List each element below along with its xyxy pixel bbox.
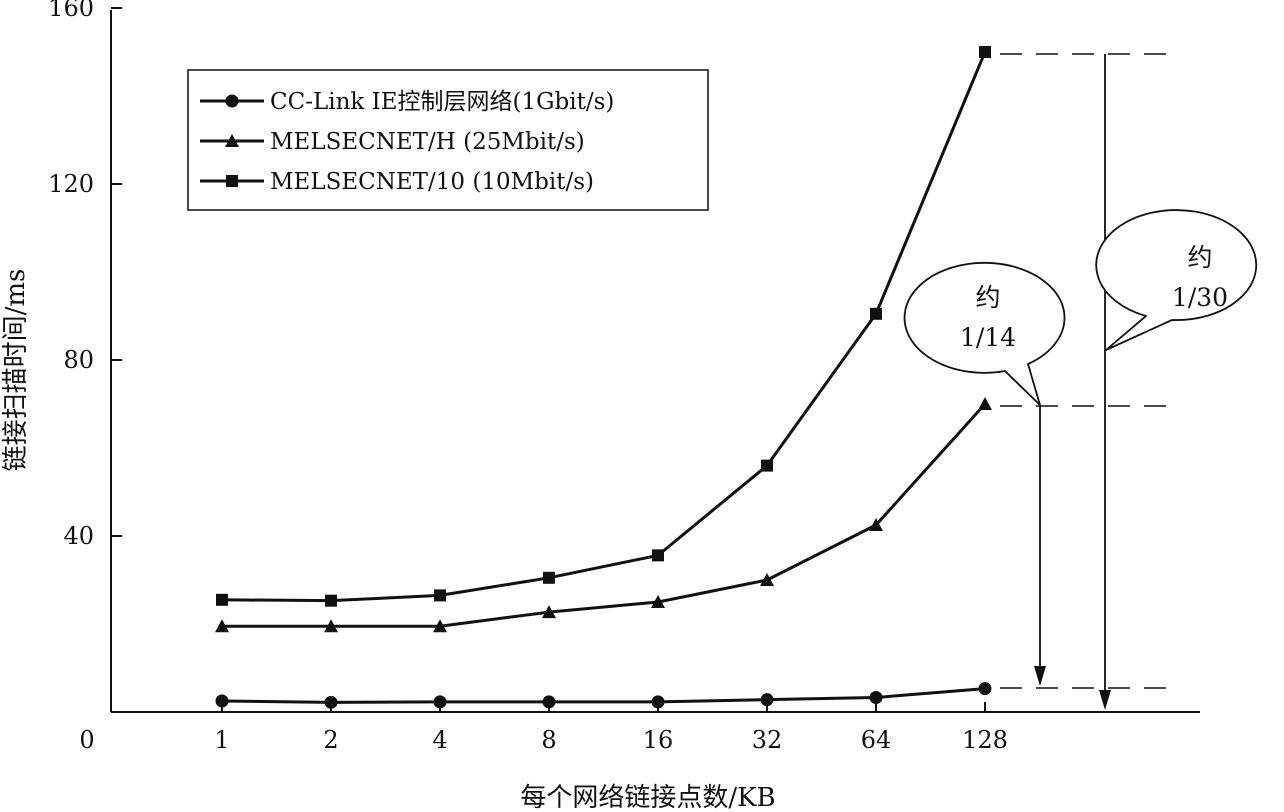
callout-1-14-line2: 1/14	[960, 323, 1016, 352]
x-tick-label: 4	[432, 726, 447, 754]
x-ticks: 1 2 4 8 16 32 64 128	[214, 702, 1008, 754]
callout-1-30-line1: 约	[1187, 243, 1212, 272]
origin-label: 0	[79, 726, 94, 754]
x-tick-label: 1	[214, 726, 229, 754]
data-point	[324, 695, 338, 709]
data-point	[216, 593, 228, 606]
data-point	[215, 619, 229, 633]
callout-1-30-line2: 1/30	[1172, 283, 1228, 312]
callout-1-14-line1: 约	[975, 283, 1000, 312]
legend-label: MELSECNET/H (25Mbit/s)	[270, 129, 585, 155]
data-point	[761, 459, 773, 472]
data-point	[542, 605, 556, 619]
y-tick-label: 40	[63, 522, 94, 550]
y-axis-title: 链接扫描时间/ms	[1, 269, 31, 472]
data-point	[433, 619, 447, 633]
callout-bubble-1-14	[903, 261, 1066, 406]
data-point	[434, 589, 446, 602]
data-point	[978, 682, 992, 696]
callout-bubble-1-30	[1095, 209, 1258, 351]
data-point	[869, 690, 883, 704]
data-point	[651, 695, 665, 709]
series-circle	[215, 682, 992, 709]
legend-marker	[225, 94, 239, 108]
callouts: 约 1/14 约 1/30	[903, 53, 1258, 710]
legend: CC-Link IE控制层网络(1Gbit/s) MELSECNET/H (25M…	[187, 69, 709, 211]
x-tick-label: 2	[323, 726, 338, 754]
data-point	[978, 397, 992, 410]
x-tick-label: 32	[752, 726, 783, 754]
data-point	[760, 573, 774, 586]
x-tick-label: 128	[962, 726, 1008, 754]
series-line	[221, 687, 986, 704]
series-line	[221, 51, 987, 603]
y-tick-label: 80	[63, 346, 94, 374]
data-point	[543, 571, 555, 584]
y-ticks: 40 80 120 160	[48, 0, 122, 550]
series-line	[222, 402, 987, 628]
ratio-arrowhead-1-30	[1099, 690, 1111, 710]
data-point	[324, 619, 338, 633]
legend-marker	[226, 175, 238, 187]
series-group	[215, 46, 992, 709]
x-tick-label: 64	[861, 726, 892, 754]
ratio-arrowhead-1-14	[1034, 666, 1046, 686]
data-point	[651, 595, 665, 608]
legend-label: CC-Link IE控制层网络(1Gbit/s)	[270, 89, 614, 115]
x-tick-label: 8	[541, 726, 556, 754]
data-point	[760, 693, 774, 707]
y-tick-label: 120	[48, 170, 94, 198]
y-tick-label: 160	[48, 0, 94, 22]
data-point	[869, 518, 883, 531]
data-point	[652, 549, 664, 562]
legend-box	[187, 69, 709, 211]
data-point	[433, 695, 447, 709]
data-point	[325, 594, 337, 607]
series-triangle	[215, 397, 992, 633]
data-point	[979, 46, 991, 58]
data-point	[542, 695, 556, 709]
legend-label: MELSECNET/10 (10Mbit/s)	[270, 169, 594, 195]
series-square	[216, 46, 991, 607]
x-axis-title: 每个网络链接点数/KB	[520, 783, 775, 812]
x-tick-label: 16	[643, 726, 674, 754]
data-point	[870, 307, 882, 320]
legend-marker	[225, 134, 239, 147]
data-point	[215, 694, 229, 708]
